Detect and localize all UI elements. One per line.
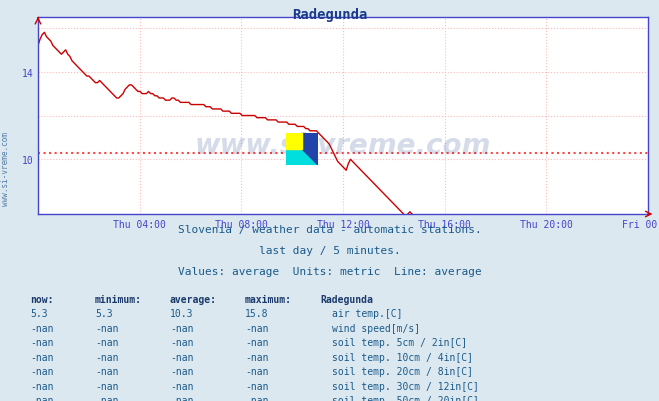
Text: -nan: -nan bbox=[245, 323, 268, 333]
Text: -nan: -nan bbox=[30, 338, 53, 348]
Text: -nan: -nan bbox=[30, 323, 53, 333]
Text: -nan: -nan bbox=[170, 338, 194, 348]
Text: Radegunda: Radegunda bbox=[292, 8, 367, 22]
Text: wind speed[m/s]: wind speed[m/s] bbox=[332, 323, 420, 333]
Text: now:: now: bbox=[30, 294, 53, 304]
Text: soil temp. 50cm / 20in[C]: soil temp. 50cm / 20in[C] bbox=[332, 395, 479, 401]
Text: Radegunda: Radegunda bbox=[320, 294, 373, 304]
Text: -nan: -nan bbox=[170, 367, 194, 377]
Text: soil temp. 10cm / 4in[C]: soil temp. 10cm / 4in[C] bbox=[332, 352, 473, 362]
Text: -nan: -nan bbox=[245, 381, 268, 391]
Polygon shape bbox=[286, 134, 302, 150]
Text: average:: average: bbox=[170, 294, 217, 304]
Text: -nan: -nan bbox=[245, 338, 268, 348]
Text: -nan: -nan bbox=[30, 352, 53, 362]
Polygon shape bbox=[286, 134, 318, 166]
Polygon shape bbox=[286, 134, 318, 166]
Text: -nan: -nan bbox=[245, 367, 268, 377]
Text: 15.8: 15.8 bbox=[245, 309, 268, 319]
Text: www.si-vreme.com: www.si-vreme.com bbox=[1, 132, 10, 205]
Text: maximum:: maximum: bbox=[245, 294, 292, 304]
Text: soil temp. 30cm / 12in[C]: soil temp. 30cm / 12in[C] bbox=[332, 381, 479, 391]
Text: 5.3: 5.3 bbox=[30, 309, 47, 319]
Text: -nan: -nan bbox=[170, 352, 194, 362]
Polygon shape bbox=[286, 134, 302, 150]
Text: www.si-vreme.com: www.si-vreme.com bbox=[195, 132, 491, 160]
Text: -nan: -nan bbox=[95, 352, 119, 362]
Text: -nan: -nan bbox=[30, 395, 53, 401]
Text: minimum:: minimum: bbox=[95, 294, 142, 304]
Text: soil temp. 20cm / 8in[C]: soil temp. 20cm / 8in[C] bbox=[332, 367, 473, 377]
Text: -nan: -nan bbox=[95, 323, 119, 333]
Text: -nan: -nan bbox=[170, 395, 194, 401]
Text: -nan: -nan bbox=[245, 352, 268, 362]
Text: soil temp. 5cm / 2in[C]: soil temp. 5cm / 2in[C] bbox=[332, 338, 467, 348]
Text: air temp.[C]: air temp.[C] bbox=[332, 309, 403, 319]
Text: -nan: -nan bbox=[170, 323, 194, 333]
Text: -nan: -nan bbox=[30, 381, 53, 391]
Text: Slovenia / weather data - automatic stations.: Slovenia / weather data - automatic stat… bbox=[178, 225, 481, 235]
Text: -nan: -nan bbox=[95, 381, 119, 391]
Text: 5.3: 5.3 bbox=[95, 309, 113, 319]
Text: 10.3: 10.3 bbox=[170, 309, 194, 319]
Text: last day / 5 minutes.: last day / 5 minutes. bbox=[258, 245, 401, 255]
Text: -nan: -nan bbox=[95, 367, 119, 377]
Text: -nan: -nan bbox=[170, 381, 194, 391]
Polygon shape bbox=[286, 134, 318, 166]
Text: -nan: -nan bbox=[245, 395, 268, 401]
Text: Values: average  Units: metric  Line: average: Values: average Units: metric Line: aver… bbox=[178, 266, 481, 276]
Text: -nan: -nan bbox=[95, 338, 119, 348]
Text: -nan: -nan bbox=[95, 395, 119, 401]
Bar bbox=[286, 134, 302, 150]
Text: -nan: -nan bbox=[30, 367, 53, 377]
